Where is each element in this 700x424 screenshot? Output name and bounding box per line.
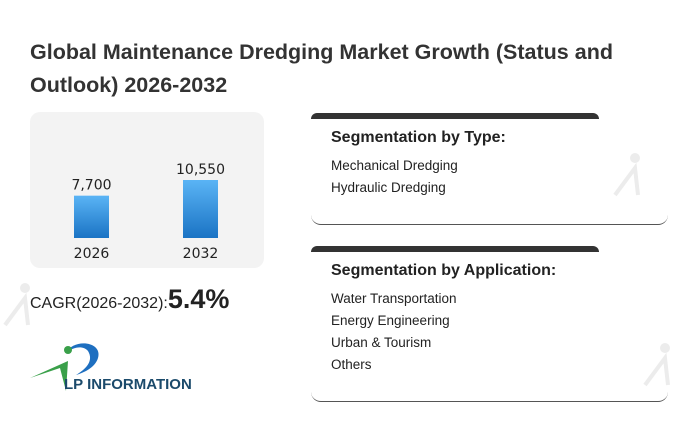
bar-2026 xyxy=(74,195,109,238)
segment-item: Mechanical Dredging xyxy=(331,158,458,173)
category-label: 2032 xyxy=(183,246,219,262)
segment-title: Segmentation by Application: xyxy=(331,262,557,279)
segment-item: Others xyxy=(331,357,372,372)
category-label: 2026 xyxy=(74,246,110,262)
segment-item: Urban & Tourism xyxy=(331,335,432,350)
chart-panel: 7,700 2026 10,550 2032 xyxy=(30,112,264,268)
segment-item: Hydraulic Dredging xyxy=(331,180,446,195)
segment-item: Energy Engineering xyxy=(331,313,450,328)
logo-text: LP INFORMATION xyxy=(64,376,192,393)
segment-title: Segmentation by Type: xyxy=(331,129,506,146)
page-title: Global Maintenance Dredging Market Growt… xyxy=(30,40,613,97)
cagr-label: CAGR(2026-2032): xyxy=(30,295,168,312)
bar-chart: 7,700 2026 10,550 2032 xyxy=(71,162,225,262)
segment-card-type: Segmentation by Type: Mechanical Dredgin… xyxy=(311,113,668,225)
cagr-value: 5.4% xyxy=(167,284,230,314)
data-label: 10,550 xyxy=(176,162,225,178)
segment-item: Water Transportation xyxy=(331,291,457,306)
segment-card-application: Segmentation by Application: Water Trans… xyxy=(311,246,668,402)
bar-2032 xyxy=(183,180,218,238)
data-label: 7,700 xyxy=(71,178,111,194)
lp-information-logo: LP INFORMATION xyxy=(28,333,198,398)
cagr: CAGR(2026-2032):5.4% xyxy=(30,284,229,315)
